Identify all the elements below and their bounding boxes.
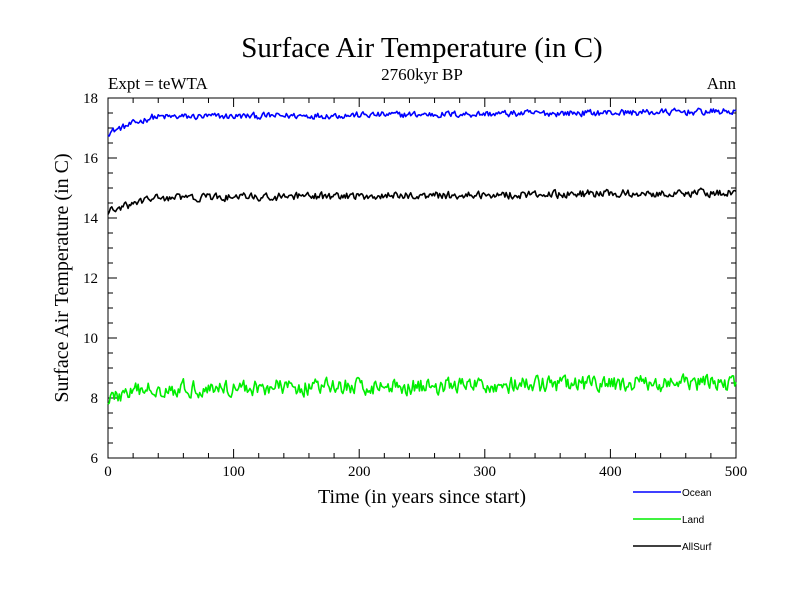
- x-tick-label: 0: [104, 464, 112, 480]
- y-tick-label: 14: [83, 211, 99, 227]
- y-tick-label: 12: [83, 271, 98, 287]
- x-tick-label: 100: [222, 464, 245, 480]
- experiment-label: Expt = teWTA: [108, 74, 209, 93]
- x-tick-label: 200: [348, 464, 371, 480]
- plot-area: 0 100 200 300 400 500 6 8 10 12 14 16 18: [83, 91, 747, 480]
- y-tick-label: 6: [91, 451, 99, 467]
- legend-label-allsurf: AllSurf: [682, 542, 712, 553]
- season-label: Ann: [707, 74, 737, 93]
- y-tick-label: 10: [83, 331, 98, 347]
- x-tick-label: 300: [474, 464, 497, 480]
- x-tick-label: 500: [725, 464, 748, 480]
- chart-title: Surface Air Temperature (in C): [241, 32, 602, 64]
- plot-frame: [107, 97, 737, 459]
- axis-tick-labels: 0 100 200 300 400 500 6 8 10 12 14 16 18: [83, 91, 747, 480]
- series-line-allsurf: [107, 187, 737, 215]
- x-tick-label: 400: [599, 464, 622, 480]
- series-lines: [107, 107, 737, 405]
- y-axis-label: Surface Air Temperature (in C): [51, 153, 73, 402]
- y-tick-label: 8: [91, 391, 99, 407]
- axis-ticks: [107, 97, 737, 459]
- chart-subtitle: 2760kyr BP: [381, 65, 463, 84]
- x-axis-label: Time (in years since start): [318, 486, 526, 508]
- series-line-land: [107, 373, 737, 405]
- legend: Ocean Land AllSurf: [633, 488, 712, 553]
- legend-label-land: Land: [682, 515, 704, 526]
- y-tick-label: 16: [83, 151, 99, 167]
- legend-label-ocean: Ocean: [682, 488, 711, 499]
- y-tick-label: 18: [83, 91, 98, 107]
- series-line-ocean: [107, 107, 737, 137]
